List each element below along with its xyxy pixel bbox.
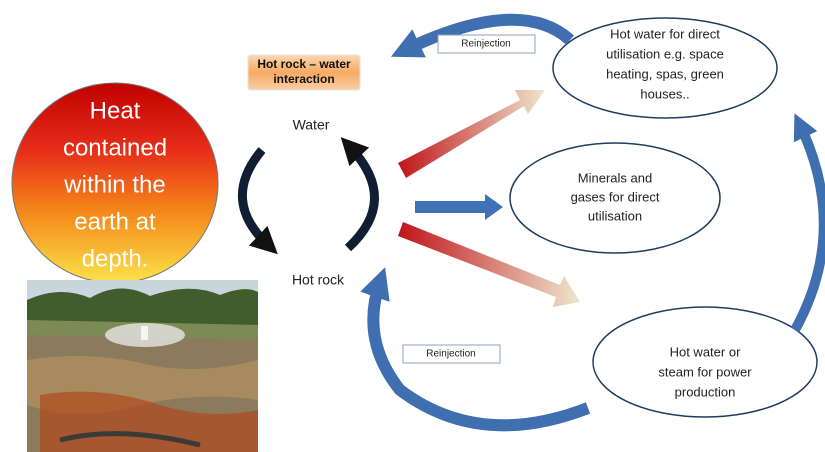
output-text: Hot water or	[670, 344, 741, 359]
output-text: Minerals and	[578, 170, 652, 185]
reinjection-arrow	[390, 13, 575, 58]
reinjection-arrow	[360, 267, 591, 432]
output-ellipse	[509, 142, 721, 254]
heat-text: Heat	[90, 97, 141, 124]
heat-text: within the	[63, 171, 165, 198]
output-ellipse	[552, 17, 778, 119]
header-text: Hot rock – water	[257, 57, 351, 71]
output-text: steam for power	[658, 364, 752, 379]
hot-rock-label: Hot rock	[292, 272, 345, 288]
photo	[27, 280, 258, 452]
heat-text: depth.	[82, 245, 149, 272]
output-text: heating, spas, green	[606, 66, 724, 81]
cycle-arrow	[237, 147, 278, 255]
cycle-arrow	[340, 137, 379, 252]
return-arrow	[790, 113, 825, 333]
output-text: houses..	[640, 86, 689, 101]
water-label: Water	[293, 117, 330, 133]
output-text: Hot water for direct	[610, 26, 720, 41]
reinjection-label: Reinjection	[426, 349, 475, 360]
output-ellipse	[592, 306, 818, 418]
flow-arrow	[398, 90, 545, 178]
output-text: gases for direct	[571, 189, 660, 204]
reinjection-box	[437, 34, 536, 54]
heat-text: earth at	[74, 208, 156, 235]
output-text: utilisation	[588, 208, 642, 223]
flow-arrow	[415, 194, 503, 220]
flow-arrow	[398, 222, 580, 307]
output-text: utilisation e.g. space	[606, 46, 724, 61]
hot-rock-box	[268, 262, 368, 300]
heat-text: contained	[63, 134, 167, 161]
reinjection-label: Reinjection	[461, 39, 510, 50]
header-box	[247, 54, 361, 91]
header-text: interaction	[273, 72, 334, 86]
reinjection-box	[402, 344, 501, 364]
output-text: production	[675, 384, 736, 399]
